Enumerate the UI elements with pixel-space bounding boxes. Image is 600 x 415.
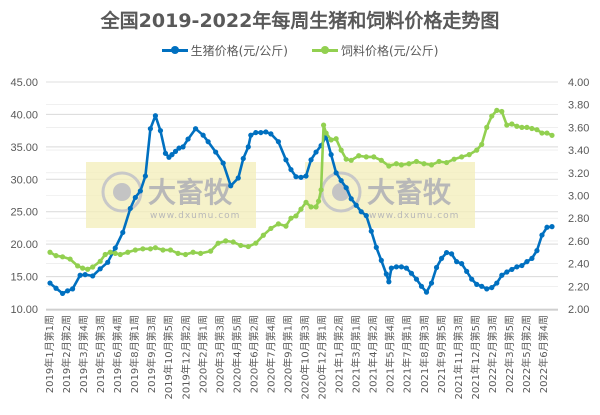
- svg-text:2021年3月第1周: 2021年3月第1周: [350, 315, 363, 393]
- legend-item-feed-price: 饲料价格(元/公斤): [312, 42, 438, 59]
- logo-icon: [113, 183, 131, 201]
- svg-text:15.00: 15.00: [10, 272, 38, 284]
- svg-text:2.60: 2.60: [568, 236, 589, 248]
- svg-text:2019年12月第2周: 2019年12月第2周: [179, 315, 192, 400]
- svg-text:2019年9月第3周: 2019年9月第3周: [145, 315, 158, 393]
- watermark: 大畜牧 www.dxumu.com: [305, 162, 475, 228]
- svg-text:20.00: 20.00: [10, 239, 38, 251]
- watermark: 大畜牧 www.dxumu.com: [86, 162, 256, 228]
- svg-text:2021年12月第5周: 2021年12月第5周: [469, 315, 482, 400]
- right-y-axis: 4.00 3.80 3.60 3.40 3.20 3.00 2.80 2.60 2.40 2.20…: [568, 77, 589, 316]
- svg-text:2021年9月第5周: 2021年9月第5周: [435, 315, 448, 393]
- svg-text:2020年7月第4周: 2020年7月第4周: [264, 315, 277, 393]
- svg-text:2021年5月第4周: 2021年5月第4周: [384, 315, 397, 393]
- svg-text:4.00: 4.00: [568, 77, 589, 89]
- svg-text:2019年1月第1周: 2019年1月第1周: [43, 315, 56, 393]
- svg-text:2020年9月第1周: 2020年9月第1周: [281, 315, 294, 393]
- svg-text:2022年6月第4周: 2022年6月第4周: [537, 315, 550, 393]
- svg-text:2022年3月第5周: 2022年3月第5周: [503, 315, 516, 393]
- svg-text:3.80: 3.80: [568, 100, 589, 112]
- svg-text:3.00: 3.00: [568, 191, 589, 203]
- svg-text:2020年3月第3周: 2020年3月第3周: [213, 315, 226, 393]
- svg-text:2020年10月第3周: 2020年10月第3周: [299, 315, 312, 400]
- svg-text:2022年5月第2周: 2022年5月第2周: [520, 315, 533, 393]
- svg-text:2019年5月第3周: 2019年5月第3周: [94, 315, 107, 393]
- svg-text:10.00: 10.00: [10, 304, 38, 316]
- data-series: [47, 107, 555, 297]
- svg-text:3.40: 3.40: [568, 145, 589, 157]
- svg-text:35.00: 35.00: [10, 142, 38, 154]
- svg-text:2019年10月第5周: 2019年10月第5周: [162, 315, 175, 400]
- svg-text:3.20: 3.20: [568, 168, 589, 180]
- line-marker-icon: [312, 46, 338, 54]
- svg-text:2021年1月第2周: 2021年1月第2周: [333, 315, 346, 393]
- svg-text:40.00: 40.00: [10, 109, 38, 121]
- legend: 生猪价格(元/公斤) 饲料价格(元/公斤): [0, 42, 600, 59]
- svg-text:2020年2月第1周: 2020年2月第1周: [196, 315, 209, 393]
- series-pig-price: [47, 113, 555, 297]
- svg-text:2.00: 2.00: [568, 304, 589, 316]
- x-axis: 2019年1月第1周 2019年2月第2周 2019年3月第4周 2019年5月第3周…: [43, 315, 550, 400]
- svg-text:2021年8月第3周: 2021年8月第3周: [418, 315, 431, 393]
- svg-text:2.20: 2.20: [568, 281, 589, 293]
- legend-label-pig-price: 生猪价格(元/公斤): [190, 44, 288, 58]
- svg-text:2021年4月第2周: 2021年4月第2周: [367, 315, 380, 393]
- svg-text:2021年11月第3周: 2021年11月第3周: [452, 315, 465, 400]
- svg-text:2020年12月第1周: 2020年12月第1周: [316, 315, 329, 400]
- svg-text:2019年8月第1周: 2019年8月第1周: [128, 315, 141, 393]
- series-feed-price: [47, 107, 555, 272]
- chart-title: 全国2019-2022年每周生猪和饲料价格走势图: [100, 10, 500, 32]
- svg-text:2019年2月第2周: 2019年2月第2周: [60, 315, 73, 393]
- svg-text:30.00: 30.00: [10, 174, 38, 186]
- svg-text:2021年7月第1周: 2021年7月第1周: [401, 315, 414, 393]
- svg-text:www.dxumu.com: www.dxumu.com: [369, 211, 459, 221]
- svg-text:25.00: 25.00: [10, 207, 38, 219]
- svg-text:45.00: 45.00: [10, 77, 38, 89]
- svg-text:大畜牧: 大畜牧: [148, 176, 233, 209]
- svg-text:2020年6月第2周: 2020年6月第2周: [247, 315, 260, 393]
- legend-label-feed-price: 饲料价格(元/公斤): [341, 44, 439, 58]
- svg-text:2020年4月第5周: 2020年4月第5周: [230, 315, 243, 393]
- svg-text:www.dxumu.com: www.dxumu.com: [150, 211, 240, 221]
- svg-text:2022年2月第3周: 2022年2月第3周: [486, 315, 499, 393]
- line-marker-icon: [161, 46, 188, 54]
- svg-text:3.60: 3.60: [568, 122, 589, 134]
- left-y-axis: 45.00 40.00 35.00 30.00 25.00 20.00 15.00 10.00: [10, 77, 38, 316]
- svg-text:2019年3月第4周: 2019年3月第4周: [77, 315, 90, 393]
- svg-text:2.40: 2.40: [568, 259, 589, 271]
- svg-text:2019年6月第4周: 2019年6月第4周: [111, 315, 124, 393]
- svg-text:大畜牧: 大畜牧: [367, 176, 452, 209]
- svg-text:2.80: 2.80: [568, 213, 589, 225]
- legend-item-pig-price: 生猪价格(元/公斤): [161, 42, 288, 59]
